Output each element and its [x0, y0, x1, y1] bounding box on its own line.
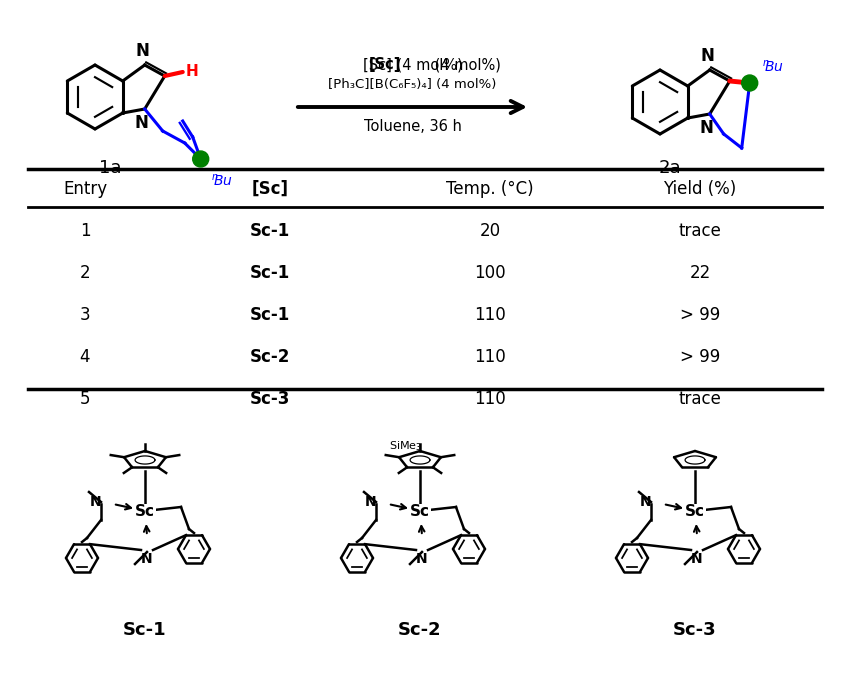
Text: N: N	[700, 47, 715, 65]
Text: H: H	[186, 64, 199, 79]
Text: 110: 110	[474, 306, 506, 324]
Text: N: N	[639, 495, 651, 509]
Text: SiMe$_3$: SiMe$_3$	[389, 439, 422, 453]
Text: 3: 3	[80, 306, 90, 324]
Text: > 99: > 99	[680, 306, 720, 324]
Text: Sc-1: Sc-1	[250, 264, 290, 282]
Text: $^n\!\!Bu$: $^n\!\!Bu$	[211, 173, 233, 189]
Text: N: N	[364, 495, 376, 509]
Text: N: N	[89, 495, 101, 509]
Text: Sc: Sc	[135, 504, 155, 519]
Text: 1a: 1a	[98, 159, 121, 177]
Circle shape	[193, 151, 209, 167]
Text: Sc-2: Sc-2	[398, 621, 441, 639]
Text: Sc-2: Sc-2	[250, 348, 290, 366]
Text: Sc: Sc	[410, 504, 430, 519]
Text: 1: 1	[80, 222, 90, 240]
Text: 4: 4	[80, 348, 90, 366]
Text: > 99: > 99	[680, 348, 720, 366]
Text: Temp. (°C): Temp. (°C)	[447, 180, 534, 198]
Text: Entry: Entry	[63, 180, 107, 198]
Text: (4 mol%): (4 mol%)	[430, 57, 502, 72]
Text: Sc-1: Sc-1	[123, 621, 166, 639]
Text: 2a: 2a	[659, 159, 681, 177]
Text: Sc-1: Sc-1	[250, 306, 290, 324]
Text: N: N	[141, 552, 153, 566]
Text: 5: 5	[80, 390, 90, 408]
Text: N: N	[136, 42, 149, 60]
Text: [Ph₃C][B(C₆F₅)₄] (4 mol%): [Ph₃C][B(C₆F₅)₄] (4 mol%)	[329, 78, 497, 91]
Text: Yield (%): Yield (%)	[663, 180, 737, 198]
Text: 110: 110	[474, 390, 506, 408]
Text: [Sc] (4 mol%): [Sc] (4 mol%)	[363, 57, 463, 72]
Text: 100: 100	[475, 264, 506, 282]
Text: N: N	[135, 114, 149, 132]
Text: trace: trace	[678, 390, 722, 408]
Text: Sc: Sc	[685, 504, 705, 519]
Circle shape	[742, 75, 757, 91]
Text: trace: trace	[678, 222, 722, 240]
Text: 20: 20	[480, 222, 501, 240]
Text: [Sc]: [Sc]	[368, 57, 401, 72]
Text: 110: 110	[474, 348, 506, 366]
Text: $^n\!\!Bu$: $^n\!\!Bu$	[762, 59, 784, 75]
Text: Sc-3: Sc-3	[250, 390, 290, 408]
Text: Toluene, 36 h: Toluene, 36 h	[363, 119, 462, 134]
Text: N: N	[416, 552, 428, 566]
Text: 22: 22	[689, 264, 711, 282]
Text: N: N	[700, 119, 714, 137]
Text: N: N	[691, 552, 703, 566]
Text: Sc-1: Sc-1	[250, 222, 290, 240]
Text: [Sc]: [Sc]	[251, 180, 289, 198]
Text: 2: 2	[80, 264, 90, 282]
Text: Sc-3: Sc-3	[673, 621, 717, 639]
